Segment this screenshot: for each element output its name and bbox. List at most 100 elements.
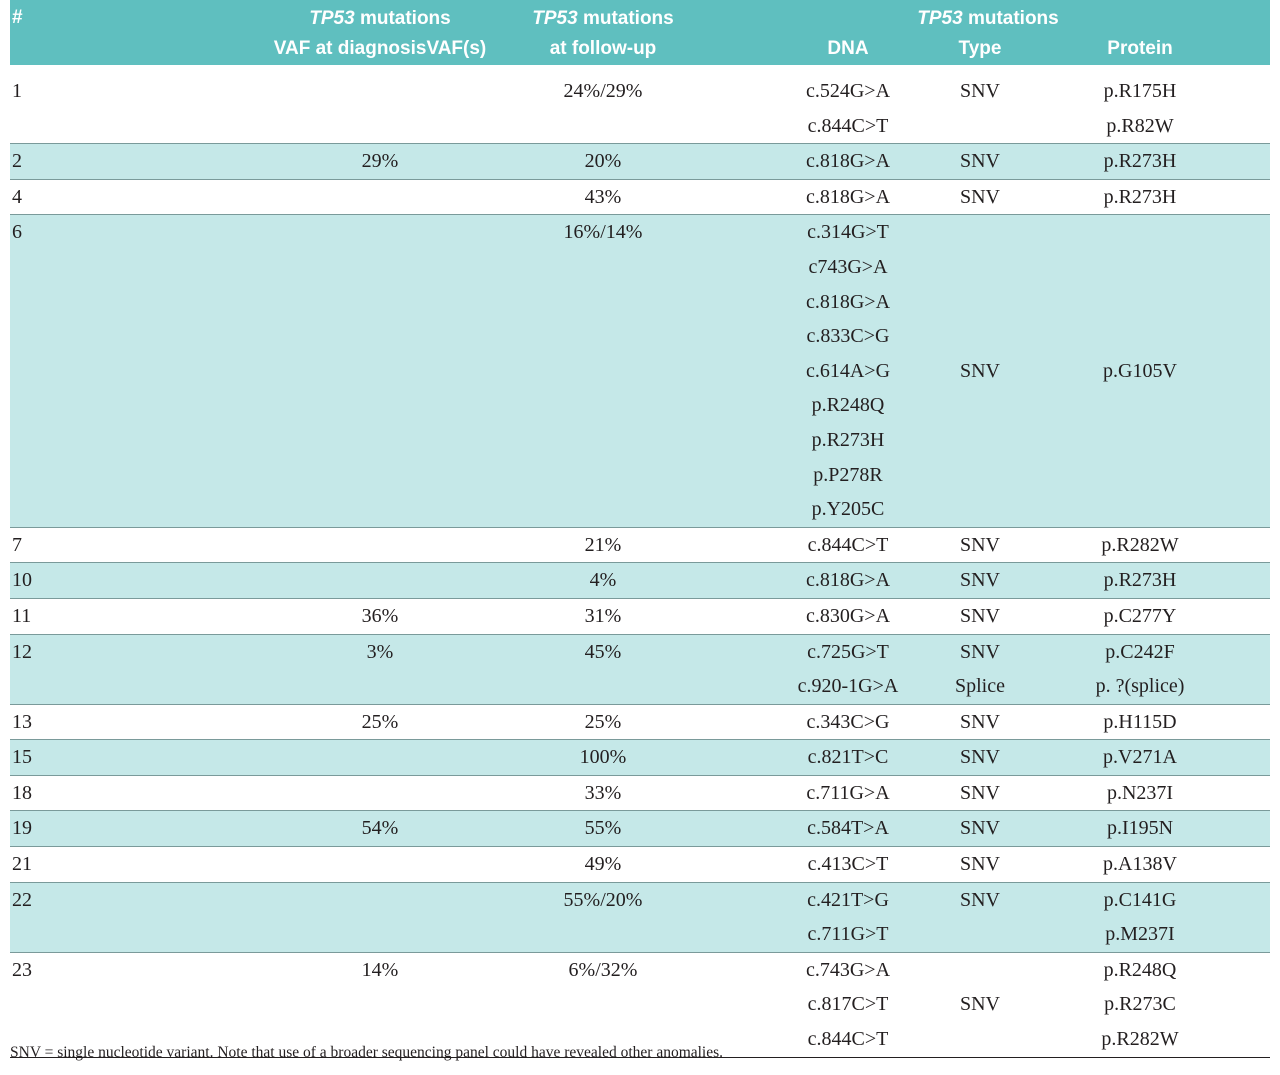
table-row: 23 14% 6%/32% c.743G>A c.817C>T c.844C>T SNV p.… xyxy=(10,953,1270,1058)
row-id: 22 xyxy=(10,883,260,952)
table-row: 2 29% 20% c.818G>A SNV p.R273H xyxy=(10,144,1270,180)
header-sub: VAF at diagnosisVAF(s) xyxy=(273,38,487,59)
vaf-followup-text: 21% xyxy=(584,533,622,556)
header-sub: Type xyxy=(958,38,1002,59)
type-cell: SNV xyxy=(950,354,1010,389)
dna-text: c.725G>T xyxy=(807,640,889,663)
vaf-diagnosis: 36% xyxy=(260,599,500,634)
table-row: 10 4% c.818G>A SNV p.R273H xyxy=(10,563,1270,599)
header-sub: at follow-up xyxy=(549,38,657,59)
type-cell: SNV xyxy=(950,599,1010,634)
dna-cell: c.314G>T c743G>A c.818G>A c.833C>G c.614A>G p… xyxy=(706,215,950,526)
vaf-followup-text: 31% xyxy=(584,604,622,627)
dna-text: c.413C>T xyxy=(807,853,889,876)
vaf-diagnosis: 25% xyxy=(260,705,500,740)
row-id-text: 7 xyxy=(12,533,22,556)
protein-cell: p.G105V xyxy=(1010,354,1270,389)
vaf-diagnosis: 14% xyxy=(260,953,500,1057)
type-cell: SNV xyxy=(950,987,1010,1022)
vaf-followup-text: 49% xyxy=(584,853,622,876)
type-text: SNV xyxy=(959,185,1000,208)
type-text: SNV xyxy=(959,993,1000,1016)
dna-cell: c.844C>T xyxy=(706,528,950,563)
protein-text: p.A138V xyxy=(1103,853,1177,876)
vaf-followup-text: 6%/32% xyxy=(568,958,638,981)
row-id: 21 xyxy=(10,847,260,882)
vaf-followup: 43% xyxy=(500,180,706,215)
vaf-diagnosis-text: 54% xyxy=(361,817,399,840)
protein-cell: p.I195N xyxy=(1010,811,1270,846)
table-row: 7 21% c.844C>T SNV p.R282W xyxy=(10,528,1270,564)
vaf-followup: 100% xyxy=(500,740,706,775)
vaf-followup-text: 100% xyxy=(579,746,627,769)
type-text: SNV xyxy=(959,569,1000,592)
type-text: SNV xyxy=(959,817,1000,840)
row-id-text: 4 xyxy=(12,185,22,208)
row-id: 23 xyxy=(10,953,260,1057)
dna-text: c.711G>A xyxy=(806,781,890,804)
protein-text: p.R282W xyxy=(1101,533,1179,556)
header-sub: Protein xyxy=(1107,38,1173,59)
table-row: 18 33% c.711G>A SNV p.N237I xyxy=(10,776,1270,812)
vaf-followup: 16%/14% xyxy=(500,215,706,526)
dna-cell: c.413C>T xyxy=(706,847,950,882)
table-row: 6 16%/14% c.314G>T c743G>A c.818G>A c.833C>G c… xyxy=(10,215,1270,528)
dna-text: c.614A>G xyxy=(805,359,891,382)
table-header: # TP53 mutations TP53 mutations TP53 mut… xyxy=(10,0,1270,65)
protein-text: p.R273H xyxy=(1103,185,1177,208)
type-cell: SNV xyxy=(950,528,1010,563)
protein-cell: p.N237I xyxy=(1010,776,1270,811)
table-row: 13 25% 25% c.343C>G SNV p.H115D xyxy=(10,705,1270,741)
type-text: SNV xyxy=(959,853,1000,876)
vaf-followup: 20% xyxy=(500,144,706,179)
dna-text: c.817C>T xyxy=(807,993,889,1016)
dna-text: c.524G>A xyxy=(805,80,891,102)
vaf-followup: 55%/20% xyxy=(500,883,706,952)
vaf-diagnosis-text: 29% xyxy=(361,150,399,173)
type-text: SNV xyxy=(959,746,1000,769)
row-id: 15 xyxy=(10,740,260,775)
row-id-text: 13 xyxy=(12,710,32,733)
dna-text: c.920-1G>A xyxy=(797,675,899,698)
protein-cell: p.R248Q p.R273C p.R282W xyxy=(1010,953,1270,1057)
vaf-diagnosis xyxy=(260,776,500,811)
dna-text: c.421T>G xyxy=(807,888,889,911)
protein-cell: p.R273H xyxy=(1010,144,1270,179)
type-cell: SNV xyxy=(950,563,1010,598)
dna-cell: c.818G>A xyxy=(706,563,950,598)
row-id: 7 xyxy=(10,528,260,563)
dna-text: c.314G>T xyxy=(807,221,889,244)
type-cell: SNV xyxy=(950,811,1010,846)
vaf-followup-text: 4% xyxy=(589,569,617,592)
protein-text: p.V271A xyxy=(1103,746,1177,769)
dna-text: p.R273H xyxy=(811,428,885,451)
table-row: 22 55%/20% c.421T>G c.711G>T SNV p.C141G p.M23… xyxy=(10,882,1270,953)
dna-text: c.821T>C xyxy=(807,746,889,769)
type-text: SNV xyxy=(959,640,1000,663)
vaf-followup-text: 43% xyxy=(584,185,622,208)
row-id-text: 22 xyxy=(12,888,32,911)
vaf-diagnosis-text: 36% xyxy=(361,604,399,627)
type-text: SNV xyxy=(959,150,1000,173)
vaf-diagnosis xyxy=(260,740,500,775)
dna-cell: c.711G>A xyxy=(706,776,950,811)
protein-cell: p.R273H xyxy=(1010,180,1270,215)
type-text: SNV xyxy=(959,533,1000,556)
row-id: 6 xyxy=(10,215,260,526)
protein-cell: p.V271A xyxy=(1010,740,1270,775)
vaf-followup: 45% xyxy=(500,635,706,704)
table-row: 15 100% c.821T>C SNV p.V271A xyxy=(10,740,1270,776)
protein-text: p.R282W xyxy=(1101,1028,1179,1051)
header-text: mutations xyxy=(582,8,674,29)
protein-cell: p.C141G p.M237I xyxy=(1010,883,1270,952)
protein-cell: p.C277Y xyxy=(1010,599,1270,634)
type-text: SNV xyxy=(959,80,1000,102)
vaf-followup: 24%/29% xyxy=(500,74,706,143)
dna-text: c.818G>A xyxy=(805,150,891,173)
row-id-text: 1 xyxy=(12,80,22,102)
dna-text: c.584T>A xyxy=(807,817,889,840)
row-id-text: 21 xyxy=(12,853,32,876)
vaf-followup-text: 16%/14% xyxy=(563,221,643,244)
protein-text: p.C277Y xyxy=(1103,604,1177,627)
